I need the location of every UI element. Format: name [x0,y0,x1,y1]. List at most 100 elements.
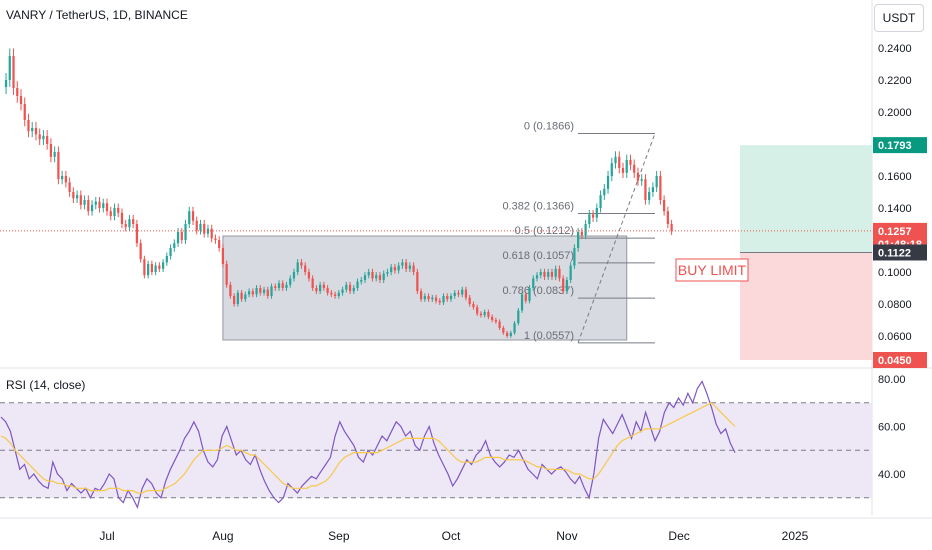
candle-body [326,288,329,293]
candle-body [247,291,251,295]
candle-body [345,284,348,290]
candle-body [90,204,94,212]
candle-body [535,275,539,279]
candle-body [109,211,112,216]
candle-body [27,120,30,132]
candle-body [547,272,550,277]
buy-limit-box [675,258,749,282]
candle-body [105,203,109,212]
candle-body [494,320,497,322]
candle-body [240,292,243,300]
candle-body [225,264,228,285]
candle-body [401,262,404,266]
candle-body [214,238,217,240]
candle-body [419,291,423,300]
candle-body [375,275,378,279]
candle-body [285,284,288,288]
fib-level-label: 0.382 (0.1366) [502,200,574,212]
candle-body [371,272,374,279]
candle-body [363,275,367,280]
candle-body [307,272,311,279]
candle-body [584,224,587,236]
candle-body [315,288,318,292]
candle-body [221,248,225,264]
price-tick-label: 0.2400 [878,43,912,55]
candle-body [98,201,101,208]
candle-body [117,208,120,213]
stop-loss-zone [740,252,872,360]
candle-body [386,272,389,274]
candle-body [87,200,90,212]
candle-body [423,296,426,300]
candle-body [438,300,441,303]
candle-body [393,267,397,271]
candle-body [113,208,116,216]
price-tick-label: 0.1600 [878,171,912,183]
candle-body [180,232,183,240]
candle-body [161,262,165,269]
currency-button[interactable]: USDT [874,4,924,32]
candle-body [550,272,554,277]
fib-trend-line [577,133,656,344]
candle-body [573,248,576,266]
candle-body [468,297,471,304]
candle-body [236,292,239,304]
candle-body [143,259,146,276]
candle-body [233,296,236,304]
candle-body [244,294,247,300]
candle-body [509,332,512,336]
rsi-tick-label: 60.00 [878,422,906,434]
candle-body [23,104,26,120]
candle-body [300,262,303,266]
price-tick-label: 0.2200 [878,75,912,87]
range-box [222,235,628,341]
candle-body [464,289,468,298]
candle-body [64,176,67,183]
time-tick-label: Jul [99,529,114,543]
candle-body [498,321,501,328]
candle-body [352,288,355,292]
candle-body [659,176,662,200]
candle-body [382,273,385,280]
candle-body [49,144,53,157]
candle-body [663,200,666,212]
candle-body [75,195,79,199]
candle-body [292,272,296,279]
time-tick-label: Sep [328,529,350,543]
candle-body [580,232,583,236]
take-profit-zone [740,145,872,253]
price-label-bg [873,222,927,239]
candle-body [83,200,86,205]
candle-body [577,232,580,248]
candle-body [120,212,124,224]
candle-body [94,201,97,205]
candle-body [666,211,669,224]
candle-body [633,164,636,173]
price-tick-label: 0.0800 [878,299,912,311]
candle-body [68,182,71,192]
candle-body [12,56,15,88]
candle-body [442,296,445,303]
candle-body [79,195,82,205]
candle-body [434,297,438,301]
candle-body [446,296,449,300]
candle-body [461,289,464,295]
candle-body [195,220,198,231]
candle-body [319,284,322,292]
candle-body [191,211,195,221]
price-label: 0.1122 [878,247,911,259]
candle-body [569,265,572,280]
candle-body [491,316,494,320]
candle-body [203,224,206,234]
candle-body [16,88,19,96]
candle-body [274,286,277,288]
candle-body [517,310,520,324]
rsi-tick-label: 40.00 [878,469,906,481]
candle-body [412,265,415,272]
candle-body [281,283,284,288]
candle-body [46,136,49,144]
candle-body [648,192,651,200]
candle-body [431,297,434,300]
candle-body [618,156,621,168]
